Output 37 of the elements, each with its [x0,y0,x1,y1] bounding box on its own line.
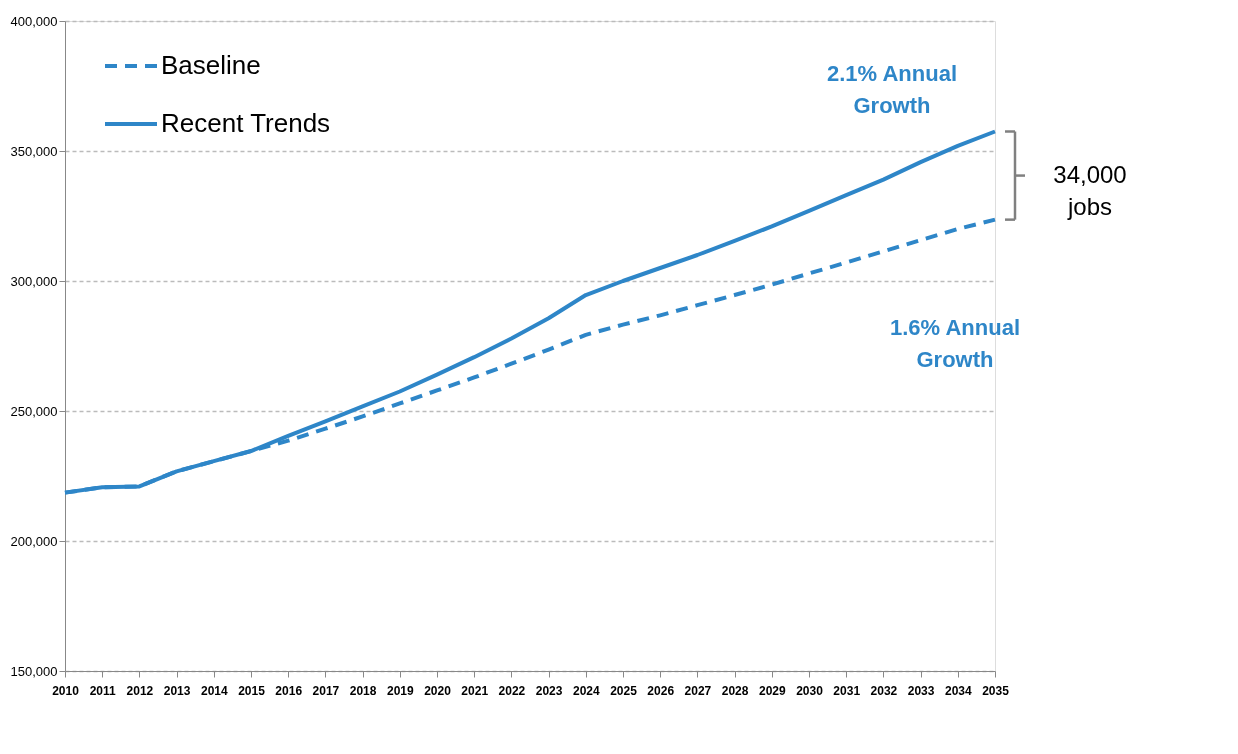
y-tick-label: 350,000 [10,143,58,159]
x-tick-label: 2029 [758,683,786,698]
annotation: 1.6% Annual Growth [890,314,1020,372]
x-tick-label: 2033 [907,683,935,698]
x-tick-label: 2021 [461,683,489,698]
x-tick-label: 2010 [52,683,80,698]
x-tick-label: 2011 [89,683,117,698]
x-tick-label: 2023 [535,683,563,698]
x-tick-label: 2024 [572,683,600,698]
x-tick-label: 2027 [684,683,712,698]
x-tick-label: 2028 [721,683,749,698]
x-tick-label: 2019 [386,683,414,698]
legend-label: Baseline [161,50,261,80]
x-tick-label: 2016 [275,683,303,698]
x-tick-label: 2017 [312,683,340,698]
annotation: 2.1% Annual Growth [827,60,957,118]
x-tick-label: 2018 [349,683,377,698]
y-tick-label: 300,000 [10,273,58,289]
text: 34,000 jobs [1053,160,1127,220]
x-tick-label: 2014 [200,683,228,698]
x-tick-label: 2032 [870,683,898,698]
x-tick-label: 2034 [944,683,972,698]
y-tick-label: 250,000 [10,403,58,419]
y-tick-label: 200,000 [10,533,58,549]
x-tick-label: 2025 [610,683,638,698]
legend-label: Recent Trends [161,108,331,138]
y-tick-label: 150,000 [10,663,58,679]
x-tick-label: 2015 [238,683,266,698]
x-tick-label: 2026 [647,683,675,698]
x-tick-label: 2031 [833,683,861,698]
x-tick-label: 2020 [424,683,452,698]
y-tick-label: 400,000 [10,13,58,29]
x-tick-label: 2012 [126,683,154,698]
x-tick-label: 2035 [982,683,1010,698]
x-tick-label: 2013 [163,683,191,698]
x-tick-label: 2030 [796,683,824,698]
x-tick-label: 2022 [498,683,526,698]
